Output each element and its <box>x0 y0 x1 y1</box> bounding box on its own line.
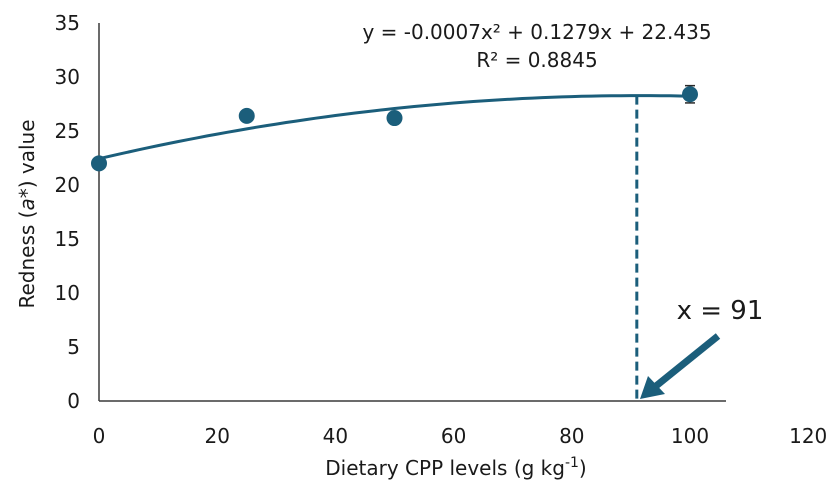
y-tick-label: 5 <box>67 335 80 359</box>
optimum-label: x = 91 <box>677 296 764 326</box>
axes <box>98 23 726 402</box>
x-tick-label: 20 <box>204 424 229 448</box>
x-axis-title: Dietary CPP levels (g kg-1) <box>325 455 586 480</box>
y-tick-label: 30 <box>55 65 80 89</box>
tick-labels: 0 5 10 15 20 25 30 35 0 20 40 60 80 100 120 <box>55 11 828 448</box>
data-point <box>238 107 255 124</box>
fit-equation: y = -0.0007x² + 0.1279x + 22.435 <box>362 20 711 44</box>
data-point <box>91 155 107 172</box>
data-points <box>91 84 698 172</box>
x-tick-label: 60 <box>441 424 466 448</box>
x-tick-label: 40 <box>323 424 348 448</box>
x-tick-label: 100 <box>671 424 709 448</box>
x-tick-label: 80 <box>559 424 584 448</box>
y-axis-title: Redness (a*) value <box>15 119 39 308</box>
y-tick-label: 15 <box>55 227 80 251</box>
y-tick-label: 20 <box>55 173 80 197</box>
y-tick-label: 35 <box>55 11 80 35</box>
x-tick-label: 0 <box>93 424 106 448</box>
data-point <box>682 86 698 103</box>
y-tick-label: 0 <box>67 389 80 413</box>
x-tick-label: 120 <box>789 424 827 448</box>
y-tick-label: 25 <box>55 119 80 143</box>
fit-curve <box>98 94 691 161</box>
r-squared-label: R² = 0.8845 <box>476 48 597 72</box>
y-tick-label: 10 <box>55 281 80 305</box>
optimum-arrow <box>640 333 721 399</box>
data-point <box>386 110 403 127</box>
